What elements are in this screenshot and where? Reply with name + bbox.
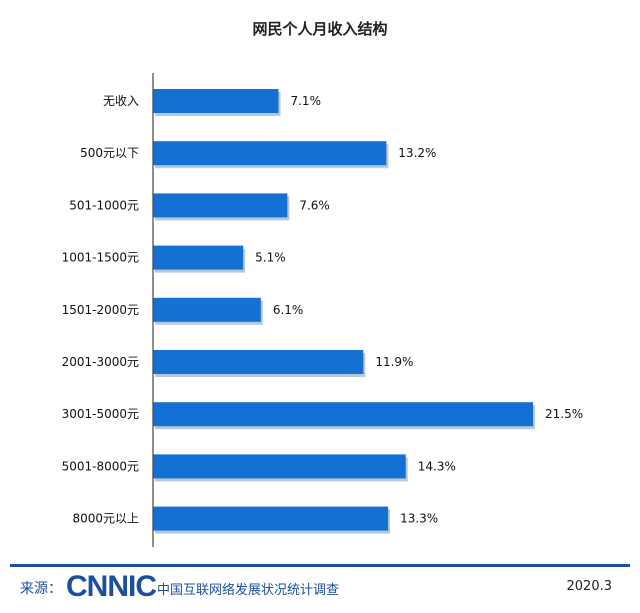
bar-3 xyxy=(153,245,244,270)
category-label-3: 1001-1500元 xyxy=(62,251,139,265)
category-label-0: 无收入 xyxy=(103,94,139,108)
cnnic-logo: CNNIC xyxy=(66,570,157,603)
value-label-0: 7.1% xyxy=(290,94,321,108)
bar-5 xyxy=(153,350,364,374)
value-label-2: 7.6% xyxy=(299,198,330,212)
chart-title: 网民个人月收入结构 xyxy=(252,20,388,38)
publication-date: 2020.3 xyxy=(566,579,613,594)
value-label-6: 21.5% xyxy=(545,407,583,421)
bar-2 xyxy=(153,193,288,218)
category-label-8: 8000元以上 xyxy=(72,512,139,526)
value-label-8: 13.3% xyxy=(400,512,438,526)
organization-name: 中国互联网络发展状况统计调查 xyxy=(157,583,340,598)
bar-0 xyxy=(153,89,279,113)
bar-1 xyxy=(153,141,387,166)
value-label-7: 14.3% xyxy=(418,459,456,473)
footer: 来源： CNNIC 中国互联网络发展状况统计调查 2020.3 xyxy=(0,560,640,613)
bar-7 xyxy=(153,454,406,479)
category-label-7: 5001-8000元 xyxy=(62,459,139,473)
category-label-2: 501-1000元 xyxy=(69,198,139,212)
footer-divider xyxy=(10,564,630,567)
value-label-1: 13.2% xyxy=(398,146,436,160)
bar-chart: 无收入 7.1% 500元以下 13.2% 501-1000元 7.6% 1001-1500… xyxy=(62,73,583,547)
value-label-4: 6.1% xyxy=(273,303,304,317)
bar-8 xyxy=(153,506,389,531)
bar-6 xyxy=(153,402,533,427)
value-label-3: 5.1% xyxy=(255,251,285,265)
category-label-6: 3001-5000元 xyxy=(62,407,139,421)
source-label: 来源： xyxy=(20,581,62,597)
value-label-5: 11.9% xyxy=(375,355,413,369)
category-label-1: 500元以下 xyxy=(80,146,139,160)
category-label-4: 1501-2000元 xyxy=(62,303,139,317)
category-label-5: 2001-3000元 xyxy=(62,355,139,369)
bar-4 xyxy=(153,297,261,322)
